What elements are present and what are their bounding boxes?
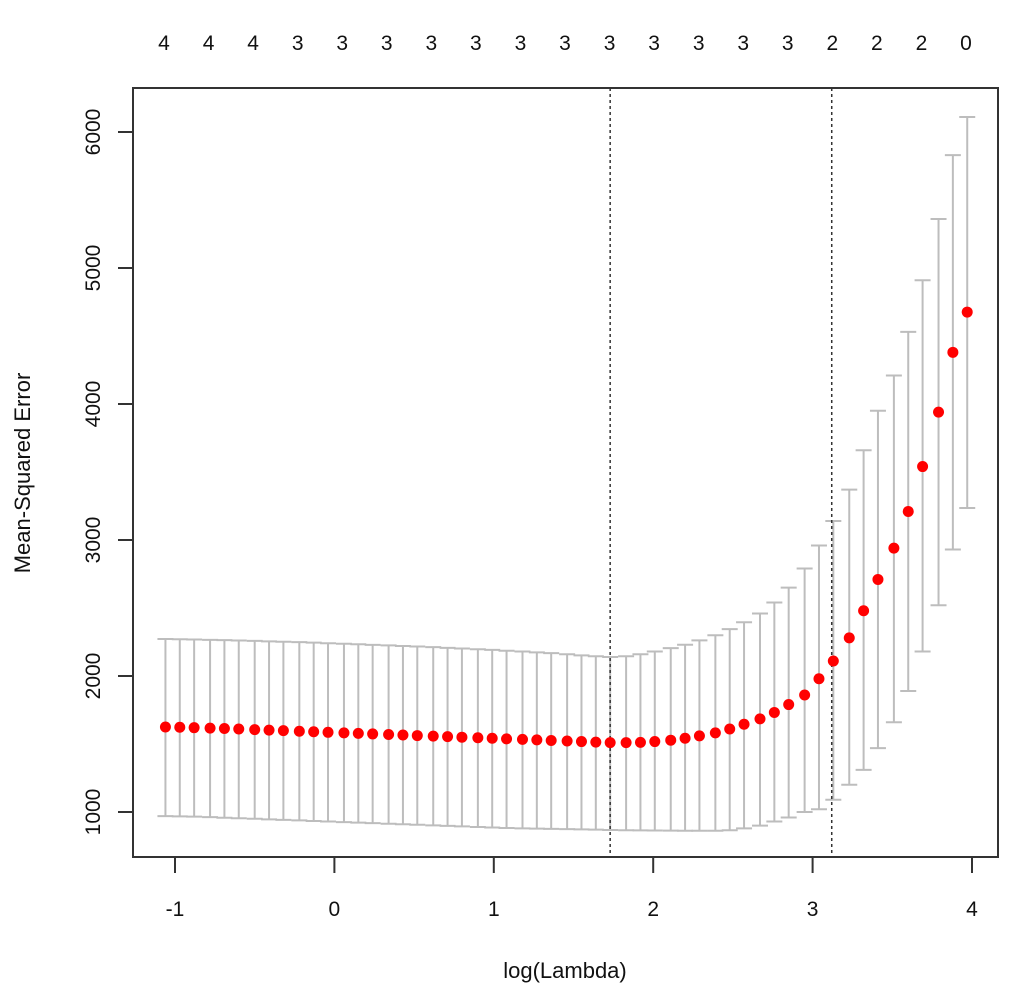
top-axis-label: 4	[158, 32, 170, 55]
mse-point	[456, 731, 468, 743]
y-axis: 1000 2000 3000 4000 5000 6000	[82, 109, 133, 836]
mse-point	[427, 730, 439, 742]
mse-point	[783, 699, 795, 711]
mse-point	[531, 734, 543, 746]
mse-point	[501, 733, 513, 745]
mse-point	[575, 736, 587, 748]
y-tick-label: 6000	[82, 109, 105, 156]
mse-point	[738, 718, 750, 730]
mse-point	[947, 346, 959, 358]
mse-point	[768, 706, 780, 718]
top-axis-nonzero-counts: 4 4 4 3 3 3 3 3 3 3 3 3 3 3 3 2 2 2 0	[158, 32, 972, 55]
mse-point	[486, 732, 498, 744]
mse-point	[293, 725, 305, 737]
y-tick-label: 1000	[82, 789, 105, 836]
top-axis-label: 0	[960, 32, 972, 55]
mse-point	[397, 729, 409, 741]
x-tick-label: 3	[807, 898, 819, 921]
mse-point	[693, 730, 705, 742]
mse-point	[352, 727, 364, 739]
mse-point	[442, 731, 454, 743]
mse-point	[204, 722, 216, 734]
top-axis-label: 3	[425, 32, 437, 55]
mse-point	[233, 723, 245, 735]
x-axis: -1 0 1 2 3 4	[166, 857, 978, 921]
top-axis-label: 4	[247, 32, 259, 55]
mse-point	[827, 655, 839, 667]
plot-frame	[132, 87, 999, 858]
mse-point	[472, 732, 484, 744]
x-tick-label: 4	[966, 898, 978, 921]
mse-point	[813, 673, 825, 685]
mse-point	[604, 737, 616, 749]
mse-point	[383, 728, 395, 740]
mse-point	[561, 735, 573, 747]
top-axis-label: 3	[737, 32, 749, 55]
x-tick-label: 1	[488, 898, 500, 921]
mse-point	[634, 736, 646, 748]
mse-point	[679, 732, 691, 744]
top-axis-label: 3	[381, 32, 393, 55]
top-axis-label: 2	[871, 32, 883, 55]
x-tick-label: 2	[647, 898, 659, 921]
mse-point	[249, 724, 261, 736]
mse-point	[709, 727, 721, 739]
mse-point	[308, 726, 320, 738]
mse-point	[174, 721, 186, 733]
mse-point	[277, 725, 289, 737]
mse-point	[799, 689, 811, 701]
mse-point	[367, 728, 379, 740]
mse-point	[902, 505, 914, 517]
lambda-reference-lines	[609, 88, 833, 857]
mse-point	[516, 733, 528, 745]
top-axis-label: 3	[470, 32, 482, 55]
x-tick-label: -1	[166, 898, 185, 921]
mse-point	[620, 737, 632, 749]
top-axis-label: 3	[604, 32, 616, 55]
mse-point	[590, 736, 602, 748]
mse-point	[322, 726, 334, 738]
mse-point	[754, 713, 766, 725]
mse-point	[933, 406, 945, 418]
mse-point	[649, 736, 661, 748]
y-tick-label: 3000	[82, 517, 105, 564]
top-axis-label: 2	[916, 32, 928, 55]
top-axis-label: 3	[515, 32, 527, 55]
mse-point	[159, 721, 171, 733]
mse-point	[411, 730, 423, 742]
x-axis-title: log(Lambda)	[503, 958, 627, 983]
mse-point	[858, 605, 870, 617]
mse-point	[188, 722, 200, 734]
top-axis-label: 3	[292, 32, 304, 55]
top-axis-label: 2	[826, 32, 838, 55]
mse-point	[872, 573, 884, 585]
y-tick-label: 2000	[82, 653, 105, 700]
top-axis-label: 3	[559, 32, 571, 55]
top-axis-label: 3	[648, 32, 660, 55]
top-axis-label: 4	[203, 32, 215, 55]
mse-point	[843, 632, 855, 644]
y-axis-title: Mean-Squared Error	[10, 373, 35, 574]
mse-point	[263, 724, 275, 736]
mse-point	[961, 306, 973, 318]
mse-point	[665, 734, 677, 746]
mse-point	[724, 723, 736, 735]
mse-point	[218, 722, 230, 734]
mse-point	[917, 461, 929, 473]
mse-point	[888, 542, 900, 554]
y-tick-label: 5000	[82, 245, 105, 292]
error-bars	[157, 116, 976, 832]
top-axis-label: 3	[782, 32, 794, 55]
mse-points	[159, 306, 973, 749]
top-axis-label: 3	[693, 32, 705, 55]
mse-point	[338, 727, 350, 739]
mse-point	[545, 734, 557, 746]
y-tick-label: 4000	[82, 381, 105, 428]
top-axis-label: 3	[336, 32, 348, 55]
x-tick-label: 0	[329, 898, 341, 921]
